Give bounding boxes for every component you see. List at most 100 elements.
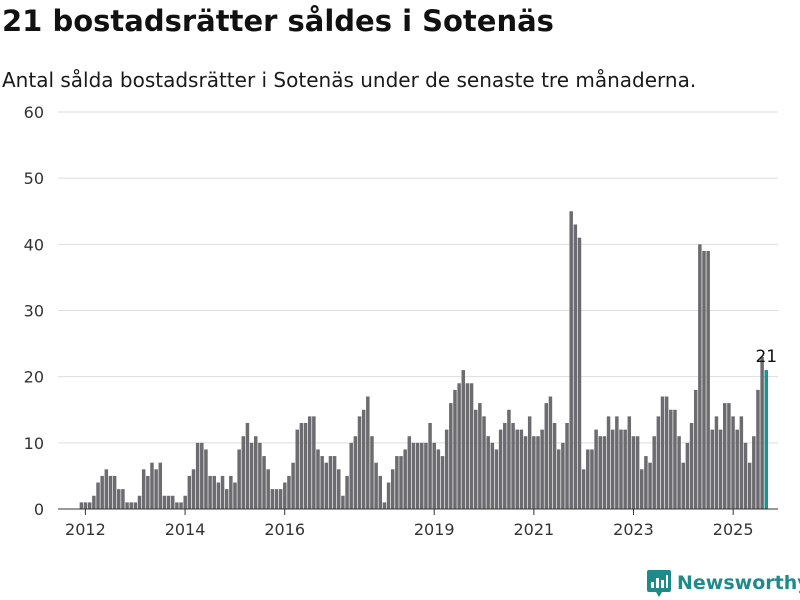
newsworthy-logo-icon bbox=[647, 570, 671, 597]
bar bbox=[473, 409, 478, 509]
bar bbox=[511, 422, 515, 509]
bar bbox=[490, 442, 495, 509]
bar bbox=[299, 422, 304, 509]
bar bbox=[677, 436, 681, 509]
bar bbox=[121, 489, 125, 509]
x-tick-label: 2025 bbox=[713, 520, 754, 539]
bar bbox=[332, 456, 337, 509]
bar bbox=[411, 442, 416, 509]
bar bbox=[191, 469, 196, 509]
bar bbox=[316, 449, 320, 509]
bar bbox=[714, 416, 719, 509]
bar bbox=[681, 462, 685, 509]
bar bbox=[577, 237, 582, 509]
bar bbox=[735, 429, 739, 509]
bar bbox=[461, 370, 466, 509]
chart-subtitle: Antal sålda bostadsrätter i Sotenäs unde… bbox=[2, 68, 697, 92]
bar bbox=[87, 502, 92, 509]
bar bbox=[569, 211, 573, 509]
bar bbox=[644, 456, 648, 509]
bar bbox=[146, 475, 150, 509]
bar bbox=[150, 462, 154, 509]
bar bbox=[598, 436, 602, 509]
bar bbox=[212, 475, 216, 509]
bar bbox=[229, 475, 233, 509]
bar bbox=[631, 436, 636, 509]
bar bbox=[337, 469, 341, 509]
bar bbox=[640, 469, 644, 509]
bar bbox=[660, 396, 665, 509]
x-tick-label: 2012 bbox=[65, 520, 106, 539]
bar bbox=[602, 436, 607, 509]
bar bbox=[204, 449, 208, 509]
bar bbox=[702, 250, 706, 509]
bar bbox=[548, 396, 553, 509]
bar bbox=[552, 422, 557, 509]
bar bbox=[129, 502, 133, 509]
bar bbox=[96, 482, 100, 509]
bar bbox=[195, 442, 200, 509]
bar bbox=[170, 495, 175, 509]
bar bbox=[623, 429, 627, 509]
bar bbox=[216, 482, 221, 509]
bar bbox=[141, 469, 146, 509]
bar bbox=[291, 462, 295, 509]
bar bbox=[752, 436, 756, 509]
y-tick-label: 60 bbox=[24, 103, 44, 122]
bar bbox=[519, 429, 524, 509]
bar bbox=[573, 224, 578, 509]
bar bbox=[723, 403, 727, 509]
bar bbox=[137, 495, 142, 509]
bar bbox=[523, 436, 528, 509]
bar bbox=[693, 389, 698, 509]
bar bbox=[370, 436, 374, 509]
bar bbox=[241, 436, 246, 509]
bar bbox=[249, 442, 254, 509]
bar bbox=[507, 409, 511, 509]
bar bbox=[540, 429, 544, 509]
bar bbox=[756, 389, 760, 509]
bar bbox=[610, 429, 615, 509]
bar bbox=[743, 442, 748, 509]
bar bbox=[200, 442, 204, 509]
bar bbox=[706, 250, 710, 509]
bar bbox=[469, 383, 474, 509]
bar bbox=[532, 436, 536, 509]
bar bbox=[183, 495, 187, 509]
bar bbox=[486, 436, 490, 509]
bar bbox=[258, 442, 262, 509]
bar bbox=[382, 502, 387, 509]
bar bbox=[104, 469, 109, 509]
bar bbox=[312, 416, 316, 509]
bar bbox=[652, 436, 656, 509]
bar bbox=[403, 449, 407, 509]
bar bbox=[689, 422, 694, 509]
bar bbox=[428, 422, 432, 509]
bar bbox=[424, 442, 428, 509]
bar bbox=[158, 462, 163, 509]
bar bbox=[324, 462, 329, 509]
brand-name: Newsworthy bbox=[677, 572, 800, 594]
y-tick-label: 20 bbox=[24, 368, 44, 387]
bar bbox=[303, 422, 308, 509]
bar bbox=[287, 475, 291, 509]
bar bbox=[457, 383, 461, 509]
y-tick-label: 40 bbox=[24, 235, 44, 254]
bar bbox=[366, 396, 370, 509]
bar bbox=[465, 383, 470, 509]
bar bbox=[478, 403, 482, 509]
bar bbox=[561, 442, 565, 509]
bar bbox=[449, 403, 453, 509]
bar bbox=[117, 489, 121, 509]
bar bbox=[494, 449, 499, 509]
bar bbox=[328, 456, 333, 509]
y-tick-label: 30 bbox=[24, 302, 44, 321]
bar bbox=[175, 502, 179, 509]
bar bbox=[440, 456, 445, 509]
bar bbox=[262, 456, 266, 509]
bar bbox=[503, 422, 507, 509]
bar bbox=[718, 429, 723, 509]
bar bbox=[415, 442, 420, 509]
bar bbox=[83, 502, 88, 509]
bar bbox=[527, 416, 532, 509]
